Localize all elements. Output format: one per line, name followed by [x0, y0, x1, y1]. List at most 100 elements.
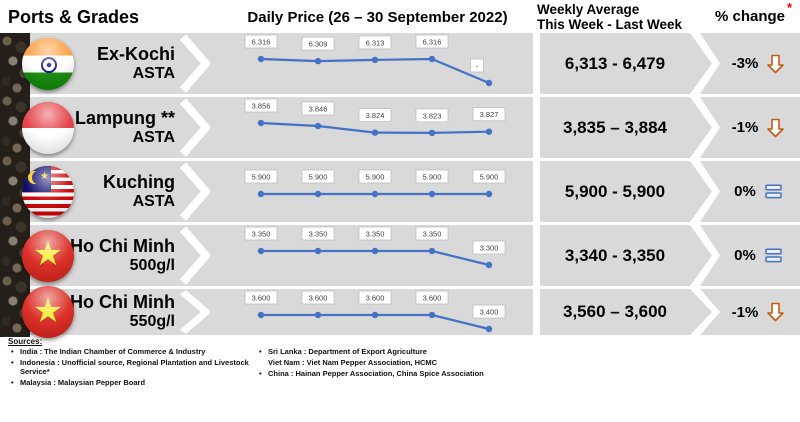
table-row: Kuching ASTA 5.900 5.900 5.900 5.900 5.900 ★…: [0, 161, 800, 222]
ports-grades-header: Ports & Grades: [8, 7, 140, 27]
daily-price-title: Daily Price (26 – 30 September 2022): [247, 9, 508, 26]
daily-price-band: Ho Chi Minh 500g/l 3.350 3.350 3.350 3.350 3…: [30, 225, 533, 286]
pct-change-cell: 0%: [700, 225, 800, 286]
trend-equal-icon: [765, 184, 782, 199]
weekly-average-line2: This Week - Last Week: [537, 17, 683, 32]
chevron-divider-icon: [180, 290, 210, 334]
sparkline-chart: 5.900 5.900 5.900 5.900 5.900: [225, 161, 530, 222]
indonesia-flag-icon: [22, 101, 74, 154]
pct-change-cell: -3%: [700, 33, 800, 94]
daily-price-band: Kuching ASTA 5.900 5.900 5.900 5.900 5.900: [30, 161, 533, 222]
svg-text:6.309: 6.309: [309, 40, 328, 49]
table-row: Ex-Kochi ASTA 6.316 6.309 6.313 6.316 - 6,31…: [0, 33, 800, 94]
port-name: Ex-Kochi: [96, 43, 175, 64]
port-label: Ho Chi Minh 500g/l: [60, 225, 175, 286]
sparkline-chart: 3.600 3.600 3.600 3.600 3.400: [225, 289, 530, 335]
port-grade: 500g/l: [129, 256, 175, 274]
pct-change-cell: -1%: [700, 289, 800, 335]
svg-text:5.900: 5.900: [366, 173, 385, 182]
trend-equal-icon: [765, 248, 782, 263]
sources-left-column: India : The Indian Chamber of Commerce &…: [8, 347, 256, 389]
svg-text:3.350: 3.350: [366, 230, 385, 239]
svg-text:6.313: 6.313: [366, 38, 385, 47]
footnote-asterisk: *: [787, 0, 793, 15]
chevron-divider-icon: [180, 98, 210, 157]
svg-text:5.900: 5.900: [423, 173, 442, 182]
svg-text:3.824: 3.824: [366, 111, 385, 120]
source-item: Malaysia : Malaysian Pepper Board: [8, 378, 256, 388]
pct-change-value: -1%: [731, 119, 759, 136]
svg-text:3.300: 3.300: [480, 244, 499, 253]
svg-text:3.600: 3.600: [366, 294, 385, 303]
svg-text:3.600: 3.600: [309, 294, 328, 303]
sparkline-chart: 3.350 3.350 3.350 3.350 3.300: [225, 225, 530, 286]
svg-text:3.600: 3.600: [423, 294, 442, 303]
svg-text:3.400: 3.400: [480, 308, 499, 317]
port-grade: ASTA: [132, 192, 175, 210]
weekly-average-value: 3,835 – 3,884: [540, 97, 712, 158]
port-label: Kuching ASTA: [60, 161, 175, 222]
weekly-average-value: 5,900 - 5,900: [540, 161, 712, 222]
source-item: China : Hainan Pepper Association, China…: [256, 369, 484, 379]
pct-change-header: % change: [714, 8, 786, 25]
pct-change-value: 0%: [734, 247, 756, 264]
port-label: Lampung ** ASTA: [60, 97, 175, 158]
svg-text:5.900: 5.900: [252, 173, 271, 182]
sources-right-column: Sri Lanka : Department of Export Agricul…: [256, 347, 484, 389]
weekly-average-value: 3,340 - 3,350: [540, 225, 712, 286]
weekly-average-line1: Weekly Average: [537, 2, 640, 17]
pct-change-value: 0%: [734, 183, 756, 200]
port-grade: ASTA: [132, 128, 175, 146]
malaysia-flag-icon: ★: [22, 165, 74, 218]
source-item: Sri Lanka : Department of Export Agricul…: [256, 347, 484, 357]
svg-text:5.900: 5.900: [480, 173, 499, 182]
svg-text:5.900: 5.900: [309, 173, 328, 182]
svg-text:-: -: [476, 62, 479, 71]
india-flag-icon: [22, 37, 74, 90]
sources-footer: Sources: India : The Indian Chamber of C…: [8, 337, 484, 389]
table-row: Ho Chi Minh 500g/l 3.350 3.350 3.350 3.350 3…: [0, 225, 800, 286]
trend-down-icon: [767, 118, 785, 138]
svg-text:3.823: 3.823: [423, 111, 442, 120]
port-name: Ho Chi Minh: [70, 292, 175, 313]
trend-down-icon: [767, 302, 785, 322]
port-grade: 550g/l: [129, 313, 175, 331]
sparkline-chart: 6.316 6.309 6.313 6.316 -: [225, 33, 530, 94]
port-label: Ex-Kochi ASTA: [60, 33, 175, 94]
trend-down-icon: [767, 54, 785, 74]
chevron-divider-icon: [180, 226, 210, 285]
pct-change-value: -1%: [731, 303, 759, 321]
sources-title: Sources:: [8, 337, 43, 346]
weekly-average-value: 3,560 – 3,600: [540, 289, 712, 335]
svg-text:6.316: 6.316: [423, 38, 442, 47]
port-grade: ASTA: [132, 64, 175, 82]
weekly-average-header: Weekly Average This Week - Last Week: [537, 2, 682, 32]
daily-price-band: Ho Chi Minh 550g/l 3.600 3.600 3.600 3.600 3…: [30, 289, 533, 335]
svg-text:3.856: 3.856: [252, 102, 271, 111]
pct-change-value: -3%: [731, 55, 759, 72]
pct-change-cell: -1%: [700, 97, 800, 158]
weekly-average-value: 6,313 - 6,479: [540, 33, 712, 94]
daily-price-band: Lampung ** ASTA 3.856 3.846 3.824 3.823 3.82…: [30, 97, 533, 158]
table-row: Lampung ** ASTA 3.856 3.846 3.824 3.823 3.82…: [0, 97, 800, 158]
port-name: Lampung **: [74, 107, 175, 128]
vietnam-flag-icon: ★: [22, 229, 74, 282]
svg-text:3.827: 3.827: [480, 110, 499, 119]
port-name: Ho Chi Minh: [70, 235, 175, 256]
svg-text:3.600: 3.600: [252, 294, 271, 303]
svg-text:3.350: 3.350: [309, 230, 328, 239]
source-item: India : The Indian Chamber of Commerce &…: [8, 347, 256, 357]
vietnam-flag-icon: ★: [22, 286, 74, 338]
pct-change-cell: 0%: [700, 161, 800, 222]
source-item: Viet Nam : Viet Nam Pepper Association, …: [268, 357, 438, 367]
port-label: Ho Chi Minh 550g/l: [60, 289, 175, 335]
chevron-divider-icon: [180, 34, 210, 93]
chevron-divider-icon: [180, 162, 210, 221]
svg-text:3.350: 3.350: [252, 230, 271, 239]
svg-text:3.846: 3.846: [309, 105, 328, 114]
port-name: Kuching: [103, 171, 175, 192]
daily-price-band: Ex-Kochi ASTA 6.316 6.309 6.313 6.316 -: [30, 33, 533, 94]
table-row: Ho Chi Minh 550g/l 3.600 3.600 3.600 3.600 3…: [0, 286, 800, 338]
svg-text:3.350: 3.350: [423, 230, 442, 239]
